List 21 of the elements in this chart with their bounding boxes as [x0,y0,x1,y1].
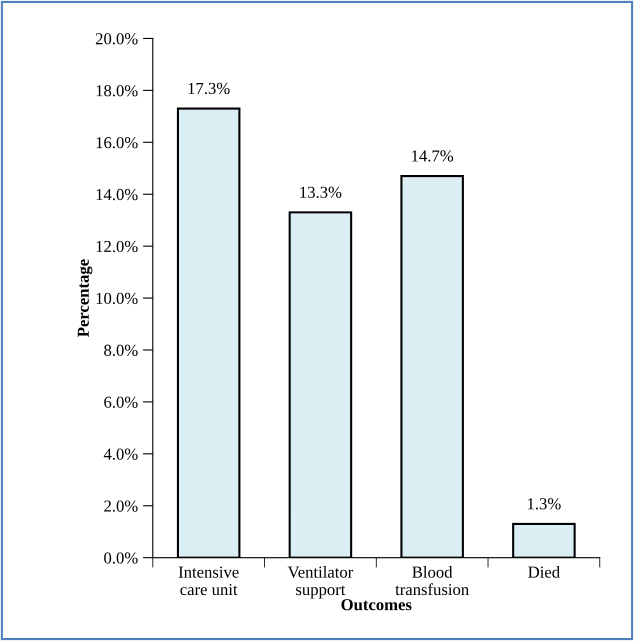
y-tick-label: 14.0% [96,188,138,200]
data-label: 13.3% [300,186,342,198]
y-axis-title: Percentage [78,259,92,337]
y-tick-label: 2.0% [104,500,138,512]
x-axis-title: Outcomes [341,599,412,610]
y-tick-label: 10.0% [96,292,138,304]
y-tick-label: 8.0% [104,344,138,356]
data-label: 14.7% [412,150,454,162]
y-tick-label: 16.0% [96,137,138,148]
y-tick-label: 18.0% [96,85,138,96]
x-tick-label: Intensive care unit [178,566,239,596]
y-tick-label: 0.0% [104,552,138,564]
x-tick-label: Blood transfusion [395,566,469,596]
y-tick-label: 4.0% [104,448,138,460]
y-tick-label: 12.0% [96,240,138,252]
data-label: 17.3% [188,82,230,94]
y-tick-label: 6.0% [104,396,138,408]
data-label: 1.3% [528,498,561,510]
x-tick-label: Ventilator support [288,566,354,599]
y-tick-label: 20.0% [96,33,138,44]
x-tick-label: Died [528,566,560,578]
